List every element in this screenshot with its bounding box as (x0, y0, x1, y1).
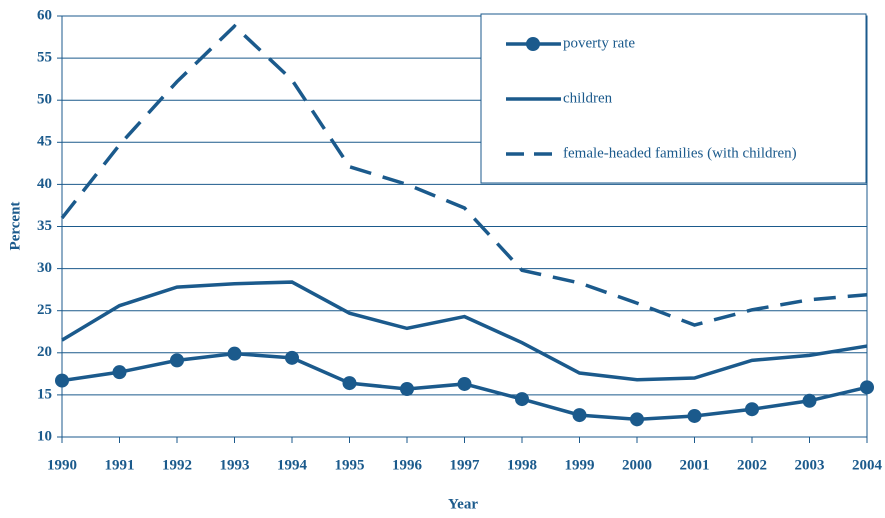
y-tick-label: 60 (37, 7, 52, 23)
x-tick-label: 2004 (852, 457, 883, 473)
series-marker (745, 402, 759, 417)
series-line (61, 280, 868, 382)
y-tick-label: 30 (37, 260, 52, 276)
series-marker (55, 373, 69, 388)
series-marker (227, 346, 242, 361)
x-tick-label: 1996 (392, 457, 423, 473)
y-axis-label: Percent (7, 202, 23, 251)
y-tick-label: 55 (37, 50, 52, 66)
y-tick-label: 10 (37, 428, 52, 444)
y-tick-label: 20 (37, 344, 52, 360)
y-tick-label: 35 (37, 218, 52, 234)
x-tick-label: 2003 (795, 457, 825, 473)
series-line (60, 23, 868, 327)
y-tick-label: 50 (37, 92, 52, 108)
legend-label: female-headed families (with children) (563, 145, 797, 161)
x-tick-label: 1992 (162, 457, 192, 473)
series-marker (457, 376, 472, 391)
y-tick-label: 45 (37, 134, 52, 150)
x-tick-label: 1990 (47, 457, 77, 473)
y-tick-label: 40 (37, 176, 52, 192)
x-tick-label: 1993 (220, 457, 250, 473)
series-marker (515, 392, 529, 407)
x-tick-label: 2001 (680, 457, 710, 473)
x-tick-label: 1997 (450, 457, 481, 473)
x-tick-label: 1998 (507, 457, 537, 473)
series-marker (687, 408, 702, 423)
x-tick-label: 1995 (335, 457, 365, 473)
series-marker (112, 365, 127, 380)
x-axis-label: Year (448, 496, 478, 512)
series-marker (572, 408, 587, 423)
x-tick-label: 2000 (622, 457, 652, 473)
series-marker (170, 353, 184, 368)
x-tick-label: 1994 (277, 457, 308, 473)
legend-label: children (563, 90, 613, 106)
x-tick-label: 1991 (105, 457, 135, 473)
series-marker (342, 376, 357, 391)
series-marker (400, 382, 414, 397)
series-marker (285, 350, 299, 365)
legend-label: poverty rate (563, 35, 635, 51)
series-marker (802, 393, 817, 408)
series-marker (630, 412, 644, 427)
y-tick-label: 15 (37, 386, 52, 402)
x-tick-label: 1999 (565, 457, 595, 473)
x-tick-label: 2002 (737, 457, 767, 473)
series-marker (860, 380, 874, 395)
legend-marker (526, 37, 540, 51)
y-tick-label: 25 (37, 302, 52, 318)
